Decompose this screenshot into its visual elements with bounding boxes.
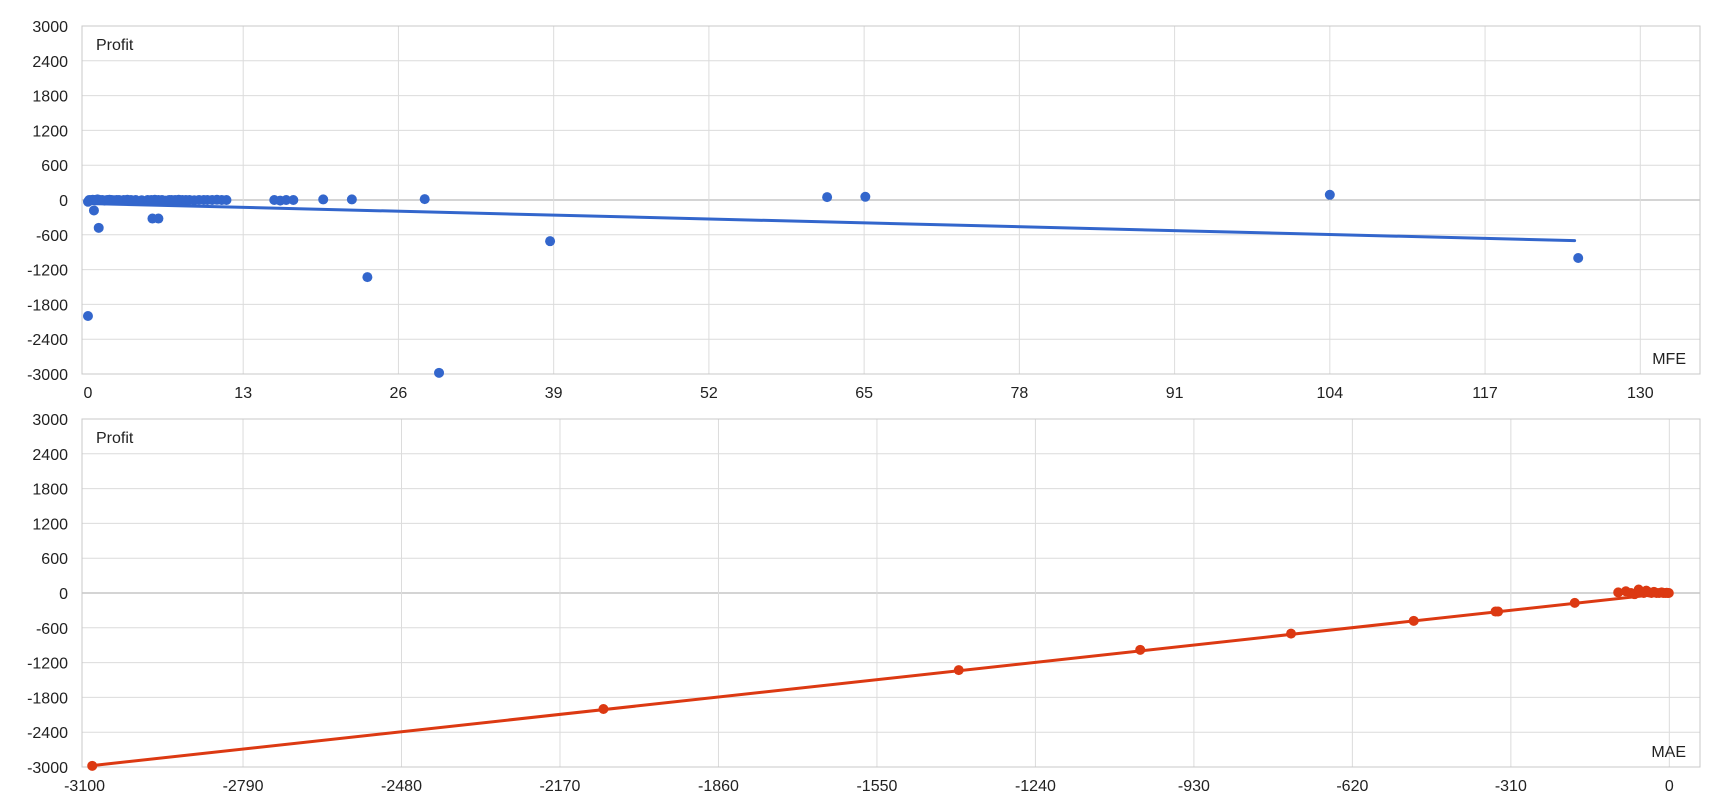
y-tick-label: 1800 <box>32 482 68 499</box>
data-point <box>545 236 556 247</box>
y-tick-label: 1200 <box>32 123 68 140</box>
data-point <box>1493 606 1504 617</box>
chart-panel-2: 3000 2400 1800 1200 600 0 -600 -1200 -1800 -2400 -… <box>27 412 1701 795</box>
data-point <box>318 194 329 205</box>
data-point <box>953 665 964 676</box>
x-tick-label: -930 <box>1178 778 1210 795</box>
x-axis-label: MFE <box>1652 351 1686 368</box>
trend-line <box>88 591 1671 768</box>
y-tick-label: -3000 <box>27 760 68 777</box>
x-tick-label: -2480 <box>381 778 422 795</box>
data-point <box>822 192 833 203</box>
data-point <box>419 194 430 205</box>
data-point <box>82 311 93 321</box>
data-point <box>1569 597 1580 608</box>
y-tick-label: -1200 <box>27 656 68 673</box>
data-point <box>87 760 98 771</box>
y-tick-label: 1200 <box>32 516 68 533</box>
x-tick-label: -2790 <box>223 778 264 795</box>
x-tick-label: -1860 <box>698 778 739 795</box>
data-point <box>1324 189 1335 200</box>
x-tick-label: 78 <box>1010 385 1028 402</box>
x-tick-label: 117 <box>1472 385 1498 402</box>
y-tick-label: 600 <box>41 158 68 175</box>
y-axis-label: Profit <box>96 37 134 54</box>
chart-panel-1: 3000 2400 1800 1200 600 0 -600 -1200 -1800 -2400 -… <box>27 19 1701 402</box>
x-tick-label: -620 <box>1336 778 1368 795</box>
x-tick-label: 104 <box>1316 385 1343 402</box>
y-tick-label: 1800 <box>32 89 68 106</box>
data-point <box>1573 253 1584 263</box>
y-tick-label: 2400 <box>32 54 68 71</box>
data-point <box>1663 588 1674 598</box>
data-point <box>1613 587 1624 598</box>
y-tick-label: -3000 <box>27 367 68 384</box>
y-tick-label: 2400 <box>32 447 68 464</box>
x-tick-label: 91 <box>1166 385 1184 402</box>
data-point <box>598 704 609 714</box>
x-tick-label: 39 <box>545 385 563 402</box>
x-tick-label: 65 <box>855 385 873 402</box>
y-tick-label: -2400 <box>27 725 68 742</box>
y-tick-label: -1800 <box>27 297 68 314</box>
data-point <box>1135 644 1146 655</box>
plot-area <box>81 25 1701 375</box>
data-point <box>362 272 373 283</box>
data-point <box>221 195 232 205</box>
data-point <box>288 195 299 205</box>
y-tick-label: 0 <box>59 586 68 603</box>
data-point <box>281 195 292 205</box>
x-axis-label: MAE <box>1651 744 1686 761</box>
data-point <box>88 205 99 216</box>
x-tick-label: -3100 <box>64 778 105 795</box>
x-tick-label: 26 <box>390 385 408 402</box>
x-tick-label: -1240 <box>1015 778 1056 795</box>
x-tick-label: 52 <box>700 385 718 402</box>
y-axis-label: Profit <box>96 430 134 447</box>
y-tick-label: -600 <box>36 621 68 638</box>
data-point <box>1408 615 1419 626</box>
y-tick-label: 3000 <box>32 19 68 36</box>
data-point <box>153 213 164 224</box>
data-point <box>346 194 357 205</box>
x-tick-label: -2170 <box>540 778 581 795</box>
x-tick-label: -1550 <box>856 778 897 795</box>
data-point <box>93 222 104 233</box>
x-tick-label: -310 <box>1495 778 1527 795</box>
y-tick-label: -2400 <box>27 332 68 349</box>
y-tick-label: -1800 <box>27 690 68 707</box>
y-tick-label: 600 <box>41 551 68 568</box>
data-point <box>1286 628 1297 639</box>
y-tick-label: -600 <box>36 228 68 245</box>
y-tick-label: 0 <box>59 193 68 210</box>
x-tick-label: 130 <box>1627 385 1654 402</box>
x-tick-label: 0 <box>84 385 93 402</box>
plot-area <box>81 418 1701 768</box>
x-tick-label: 0 <box>1665 778 1674 795</box>
data-point <box>860 191 871 202</box>
data-point <box>434 367 445 378</box>
y-tick-label: 3000 <box>32 412 68 429</box>
trend-line <box>86 201 1577 243</box>
x-tick-label: 13 <box>234 385 252 402</box>
y-tick-label: -1200 <box>27 263 68 280</box>
